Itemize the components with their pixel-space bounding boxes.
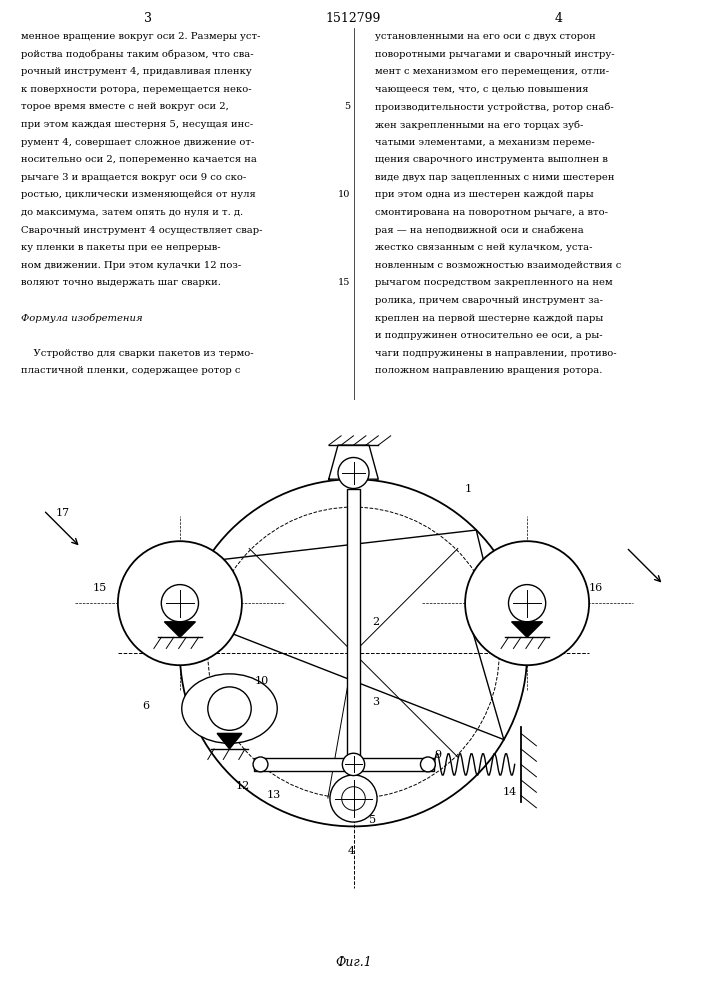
Text: рычаге 3 и вращается вокруг оси 9 со ско-: рычаге 3 и вращается вокруг оси 9 со ско…	[21, 173, 247, 182]
Bar	[255, 758, 434, 771]
Text: 6: 6	[143, 701, 150, 711]
Text: 3: 3	[372, 697, 379, 707]
Text: 5: 5	[344, 102, 350, 111]
Text: воляют точно выдержать шаг сварки.: воляют точно выдержать шаг сварки.	[21, 278, 221, 287]
Text: рычагом посредством закрепленного на нем: рычагом посредством закрепленного на нем	[375, 278, 612, 287]
Text: 13: 13	[267, 790, 281, 800]
Text: ном движении. При этом кулачки 12 поз-: ном движении. При этом кулачки 12 поз-	[21, 261, 242, 270]
Text: 14: 14	[502, 787, 517, 797]
Text: поворотными рычагами и сварочный инстру-: поворотными рычагами и сварочный инстру-	[375, 50, 614, 59]
Polygon shape	[217, 733, 242, 749]
Text: и подпружинен относительно ее оси, а ры-: и подпружинен относительно ее оси, а ры-	[375, 331, 602, 340]
Text: жестко связанным с ней кулачком, уста-: жестко связанным с ней кулачком, уста-	[375, 243, 592, 252]
Text: чающееся тем, что, с целью повышения: чающееся тем, что, с целью повышения	[375, 85, 588, 94]
Text: производительности устройства, ротор снаб-: производительности устройства, ротор сна…	[375, 102, 614, 112]
Text: 12: 12	[235, 781, 250, 791]
Text: 3: 3	[144, 12, 153, 25]
Circle shape	[253, 757, 268, 772]
Circle shape	[465, 541, 589, 665]
Circle shape	[161, 585, 199, 622]
Text: смонтирована на поворотном рычаге, а вто-: смонтирована на поворотном рычаге, а вто…	[375, 208, 608, 217]
Circle shape	[342, 753, 365, 776]
Text: 1: 1	[465, 484, 472, 494]
Text: 4: 4	[347, 846, 354, 856]
Text: 15: 15	[337, 278, 350, 287]
Text: новленным с возможностью взаимодействия с: новленным с возможностью взаимодействия …	[375, 261, 621, 270]
Text: к поверхности ротора, перемещается неко-: к поверхности ротора, перемещается неко-	[21, 85, 252, 94]
Text: щения сварочного инструмента выполнен в: щения сварочного инструмента выполнен в	[375, 155, 607, 164]
Text: 10: 10	[337, 190, 350, 199]
Text: 15: 15	[93, 583, 107, 593]
Text: Сварочный инструмент 4 осуществляет свар-: Сварочный инструмент 4 осуществляет свар…	[21, 226, 263, 235]
Circle shape	[508, 585, 546, 622]
Text: 2: 2	[372, 617, 379, 627]
Text: 10: 10	[255, 676, 269, 686]
Text: 4: 4	[554, 12, 563, 25]
Polygon shape	[165, 622, 195, 637]
Text: Устройство для сварки пакетов из термо-: Устройство для сварки пакетов из термо-	[21, 349, 254, 358]
Text: румент 4, совершает сложное движение от-: румент 4, совершает сложное движение от-	[21, 138, 255, 147]
Text: Формула изобретения: Формула изобретения	[21, 314, 143, 323]
Text: носительно оси 2, попеременно качается на: носительно оси 2, попеременно качается н…	[21, 155, 257, 164]
Text: чатыми элементами, а механизм переме-: чатыми элементами, а механизм переме-	[375, 138, 595, 147]
Text: при этом каждая шестерня 5, несущая инс-: при этом каждая шестерня 5, несущая инс-	[21, 120, 254, 129]
Text: ку пленки в пакеты при ее непрерыв-: ку пленки в пакеты при ее непрерыв-	[21, 243, 221, 252]
Text: 9: 9	[434, 750, 441, 760]
Text: Фиг.1: Фиг.1	[335, 956, 372, 969]
Text: мент с механизмом его перемещения, отли-: мент с механизмом его перемещения, отли-	[375, 67, 609, 76]
Bar	[346, 488, 361, 764]
Text: менное вращение вокруг оси 2. Размеры уст-: менное вращение вокруг оси 2. Размеры ус…	[21, 32, 261, 41]
Text: установленными на его оси с двух сторон: установленными на его оси с двух сторон	[375, 32, 595, 41]
Text: до максимума, затем опять до нуля и т. д.: до максимума, затем опять до нуля и т. д…	[21, 208, 243, 217]
Text: 1512799: 1512799	[326, 12, 381, 25]
Text: при этом одна из шестерен каждой пары: при этом одна из шестерен каждой пары	[375, 190, 593, 199]
Polygon shape	[512, 622, 542, 637]
Text: ростью, циклически изменяющейся от нуля: ростью, циклически изменяющейся от нуля	[21, 190, 256, 199]
Text: чаги подпружинены в направлении, противо-: чаги подпружинены в направлении, противо…	[375, 349, 617, 358]
Circle shape	[208, 687, 251, 730]
Polygon shape	[329, 445, 378, 479]
Text: ролика, причем сварочный инструмент за-: ролика, причем сварочный инструмент за-	[375, 296, 602, 305]
Text: 17: 17	[56, 508, 70, 518]
Circle shape	[338, 458, 369, 488]
Ellipse shape	[182, 674, 277, 743]
Text: виде двух пар зацепленных с ними шестерен: виде двух пар зацепленных с ними шестере…	[375, 173, 614, 182]
Circle shape	[421, 757, 436, 772]
Text: торое время вместе с ней вокруг оси 2,: торое время вместе с ней вокруг оси 2,	[21, 102, 229, 111]
Text: положном направлению вращения ротора.: положном направлению вращения ротора.	[375, 366, 602, 375]
Text: пластичной пленки, содержащее ротор с: пластичной пленки, содержащее ротор с	[21, 366, 240, 375]
Text: рая — на неподвижной оси и снабжена: рая — на неподвижной оси и снабжена	[375, 226, 583, 235]
Text: ройства подобраны таким образом, что сва-: ройства подобраны таким образом, что сва…	[21, 50, 254, 59]
Text: креплен на первой шестерне каждой пары: креплен на первой шестерне каждой пары	[375, 314, 603, 323]
Text: 5: 5	[369, 815, 376, 825]
Text: рочный инструмент 4, придавливая пленку: рочный инструмент 4, придавливая пленку	[21, 67, 252, 76]
Text: 16: 16	[589, 583, 603, 593]
Circle shape	[118, 541, 242, 665]
Text: жен закрепленными на его торцах зуб-: жен закрепленными на его торцах зуб-	[375, 120, 583, 129]
Circle shape	[330, 775, 377, 822]
